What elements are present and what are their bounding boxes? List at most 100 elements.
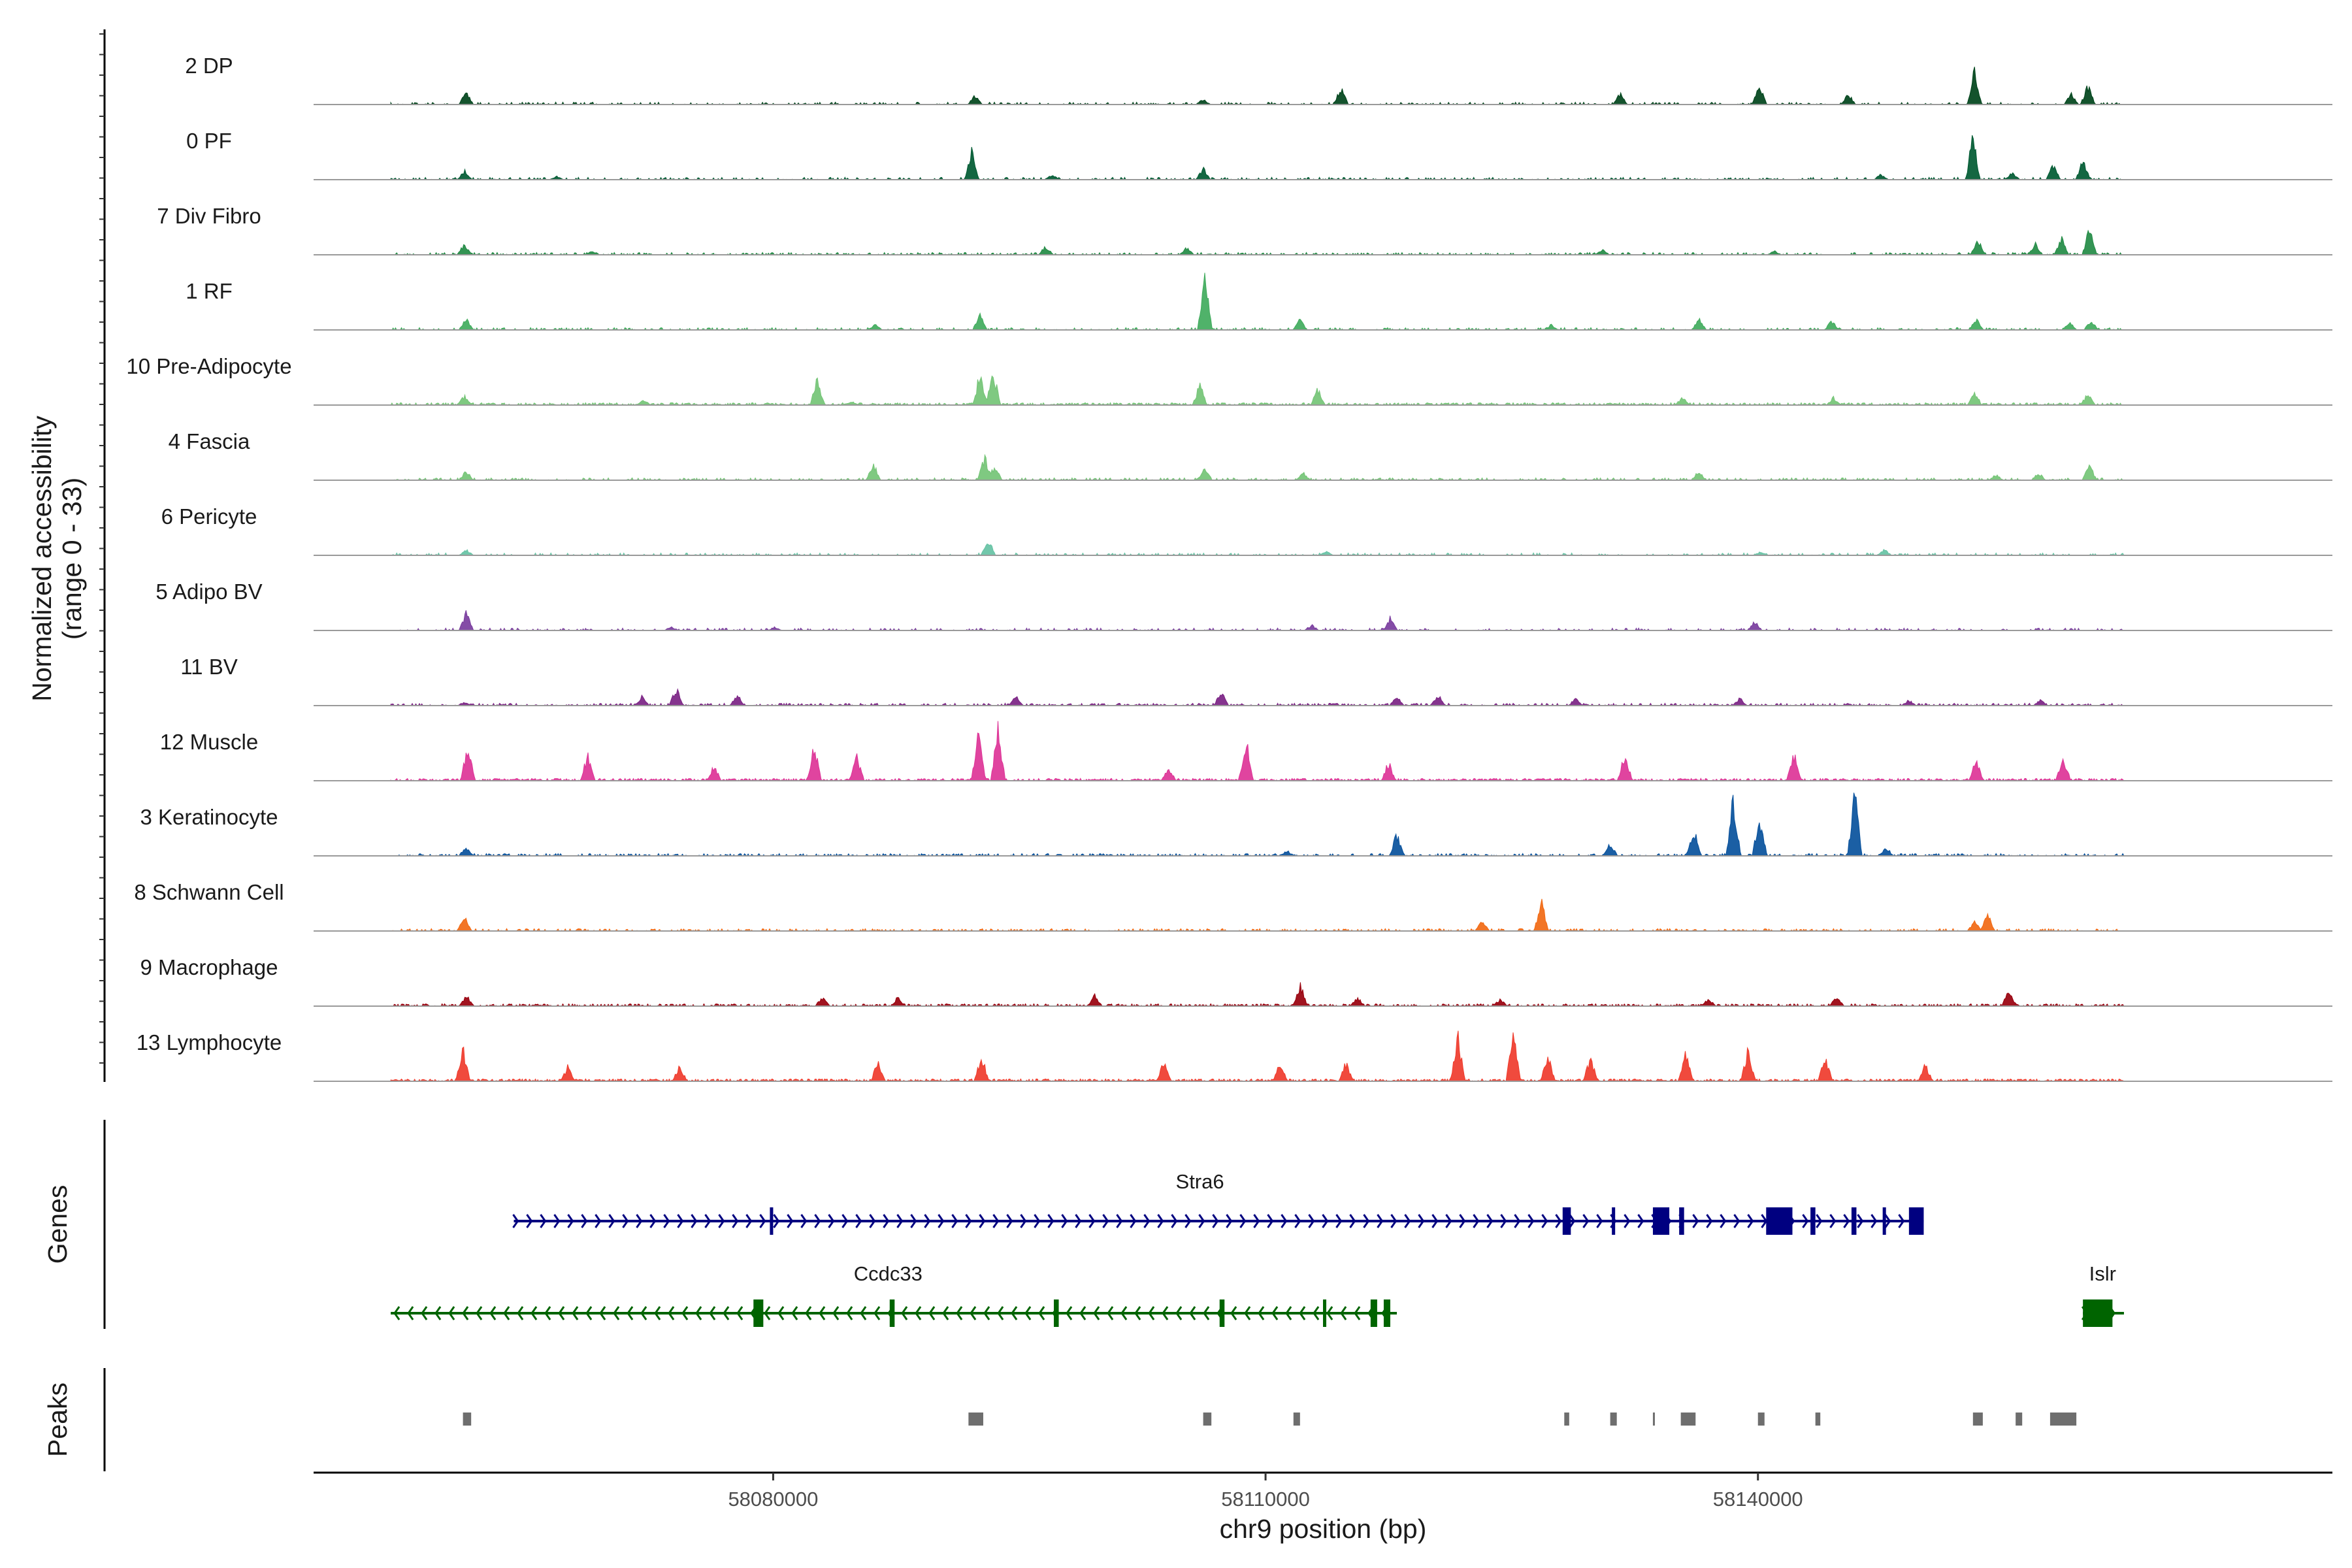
- strand-arrow: [1363, 1214, 1370, 1228]
- strand-arrow: [938, 1214, 945, 1228]
- strand-arrow: [1692, 1214, 1699, 1228]
- strand-arrow: [1116, 1214, 1123, 1228]
- coverage-area: [390, 688, 2124, 707]
- peaks-panel: [463, 1413, 2077, 1426]
- gene-exon: [1612, 1207, 1616, 1235]
- strand-arrow: [540, 1214, 547, 1228]
- strand-arrow: [883, 1214, 890, 1228]
- strand-arrow: [1582, 1214, 1590, 1228]
- gene-exon: [1766, 1207, 1793, 1235]
- strand-arrow: [1390, 1214, 1397, 1228]
- gene-exon: [1908, 1207, 1924, 1235]
- coverage-area: [390, 375, 2124, 406]
- strand-arrow: [915, 1306, 922, 1320]
- strand-arrow: [1431, 1214, 1439, 1228]
- strand-arrow: [1445, 1214, 1452, 1228]
- coverage-area: [390, 67, 2124, 105]
- strand-arrow: [1107, 1306, 1114, 1320]
- strand-arrow: [805, 1306, 812, 1320]
- tracks-panel: 2 DP 0 PF 7 Div Fibro 1 RF 10 Pre-Adipocyte 4…: [126, 54, 2332, 1083]
- gene-exon: [1370, 1299, 1377, 1327]
- genes-panel: Stra6 Ccdc33 Islr: [391, 1170, 2124, 1327]
- strand-arrow: [531, 1306, 538, 1320]
- strand-arrow: [1898, 1214, 1905, 1228]
- strand-arrow: [841, 1214, 849, 1228]
- track-5-adipo-bv: 5 Adipo BV: [155, 580, 2332, 632]
- strand-arrow: [448, 1306, 455, 1320]
- track-0-pf: 0 PF: [186, 129, 2332, 181]
- strand-arrow: [1253, 1214, 1260, 1228]
- strand-arrow: [1102, 1214, 1109, 1228]
- gene-exon: [1383, 1299, 1390, 1327]
- strand-arrow: [434, 1306, 442, 1320]
- strand-arrow: [869, 1214, 876, 1228]
- strand-arrow: [1143, 1214, 1151, 1228]
- strand-arrow: [1271, 1306, 1279, 1320]
- strand-arrow: [924, 1214, 931, 1228]
- strand-arrow: [407, 1306, 414, 1320]
- strand-arrow: [668, 1306, 675, 1320]
- strand-arrow: [1829, 1214, 1837, 1228]
- gene-exon: [1323, 1299, 1327, 1327]
- strand-arrow: [1857, 1214, 1864, 1228]
- track-label: 5 Adipo BV: [155, 580, 262, 604]
- strand-arrow: [1637, 1214, 1644, 1228]
- strand-arrow: [970, 1306, 977, 1320]
- strand-arrow: [1473, 1214, 1480, 1228]
- strand-arrow: [1843, 1214, 1850, 1228]
- strand-arrow: [1541, 1214, 1548, 1228]
- strand-arrow: [928, 1306, 936, 1320]
- strand-arrow: [992, 1214, 1000, 1228]
- strand-arrow: [855, 1214, 862, 1228]
- strand-arrow: [1047, 1214, 1054, 1228]
- gene-name: Islr: [2089, 1262, 2116, 1285]
- strand-arrow: [681, 1306, 689, 1320]
- strand-arrow: [1079, 1306, 1086, 1320]
- gene-exon: [2083, 1299, 2113, 1327]
- gene-exon: [1810, 1207, 1816, 1235]
- strand-arrow: [1285, 1306, 1292, 1320]
- track-label: 10 Pre-Adipocyte: [126, 354, 291, 378]
- strand-arrow: [654, 1306, 661, 1320]
- track-label: 9 Macrophage: [140, 955, 278, 979]
- track-label: 1 RF: [186, 279, 233, 303]
- strand-arrow: [828, 1214, 835, 1228]
- strand-arrow: [421, 1306, 428, 1320]
- strand-arrow: [1038, 1306, 1045, 1320]
- strand-arrow: [1212, 1214, 1219, 1228]
- strand-arrow: [832, 1306, 840, 1320]
- strand-arrow: [1162, 1306, 1169, 1320]
- strand-arrow: [759, 1214, 766, 1228]
- track-7-div-fibro: 7 Div Fibro: [157, 204, 2332, 256]
- strand-arrow: [1244, 1306, 1251, 1320]
- coverage-area: [390, 898, 2124, 932]
- strand-arrow: [846, 1306, 853, 1320]
- strand-arrow: [745, 1214, 753, 1228]
- x-tick-label: 58080000: [728, 1488, 818, 1511]
- strand-arrow: [997, 1306, 1004, 1320]
- gene-exon: [1562, 1207, 1571, 1235]
- coverage-area: [391, 543, 2125, 557]
- strand-arrow: [476, 1306, 483, 1320]
- strand-arrow: [1239, 1214, 1247, 1228]
- track-10-pre-adipocyte: 10 Pre-Adipocyte: [126, 354, 2332, 406]
- coverage-area: [391, 792, 2125, 857]
- strand-arrow: [901, 1306, 908, 1320]
- strand-arrow: [1733, 1214, 1740, 1228]
- gene-exon: [1652, 1207, 1670, 1235]
- strand-arrow: [544, 1306, 551, 1320]
- strand-arrow: [572, 1306, 579, 1320]
- strand-arrow: [709, 1306, 716, 1320]
- strand-arrow: [1514, 1214, 1521, 1228]
- strand-arrow: [732, 1214, 739, 1228]
- peaks-panel-label: Peaks: [42, 1382, 73, 1457]
- strand-arrow: [613, 1306, 620, 1320]
- strand-arrow: [1258, 1306, 1265, 1320]
- track-label: 4 Fascia: [169, 429, 250, 453]
- x-axis-ticks: 58080000 58110000 58140000: [728, 1473, 1803, 1511]
- strand-arrow: [489, 1306, 497, 1320]
- peak-region: [968, 1413, 983, 1426]
- track-label: 13 Lymphocyte: [137, 1030, 282, 1054]
- track-2-dp: 2 DP: [185, 54, 2332, 105]
- gene-exon: [1219, 1299, 1225, 1327]
